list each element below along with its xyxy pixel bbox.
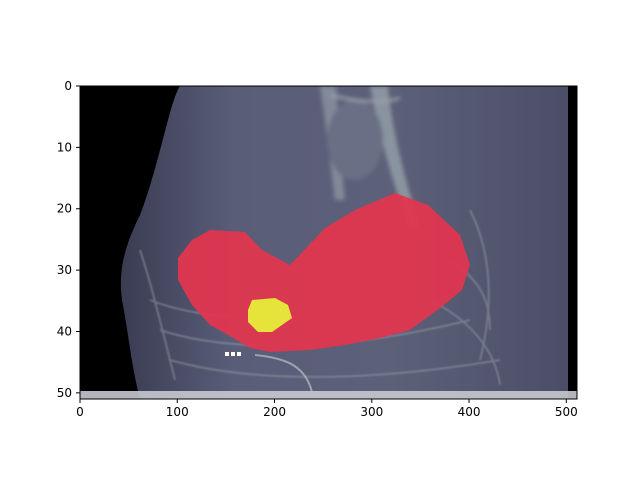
x-axis-ticks: 0 100 200 300 400 500 <box>76 399 578 419</box>
yellow-overlay-region <box>248 298 292 332</box>
bone-structures <box>320 86 420 230</box>
y-tick-label: 10 <box>57 140 72 154</box>
x-tick-label: 0 <box>76 405 84 419</box>
x-tick-label: 100 <box>166 405 189 419</box>
y-tick-label: 40 <box>57 324 72 338</box>
plot-frame <box>79 85 578 400</box>
ct-image <box>80 86 577 399</box>
y-axis-ticks: 0 10 20 30 40 50 <box>57 79 80 400</box>
bright-markers <box>225 352 241 356</box>
x-tick-label: 300 <box>360 405 383 419</box>
y-tick-label: 0 <box>64 79 72 93</box>
y-tick-label: 20 <box>57 202 72 216</box>
y-tick-label: 30 <box>57 263 72 277</box>
y-tick-label: 50 <box>57 386 72 400</box>
x-tick-label: 500 <box>555 405 578 419</box>
x-tick-label: 400 <box>458 405 481 419</box>
x-tick-label: 200 <box>263 405 286 419</box>
